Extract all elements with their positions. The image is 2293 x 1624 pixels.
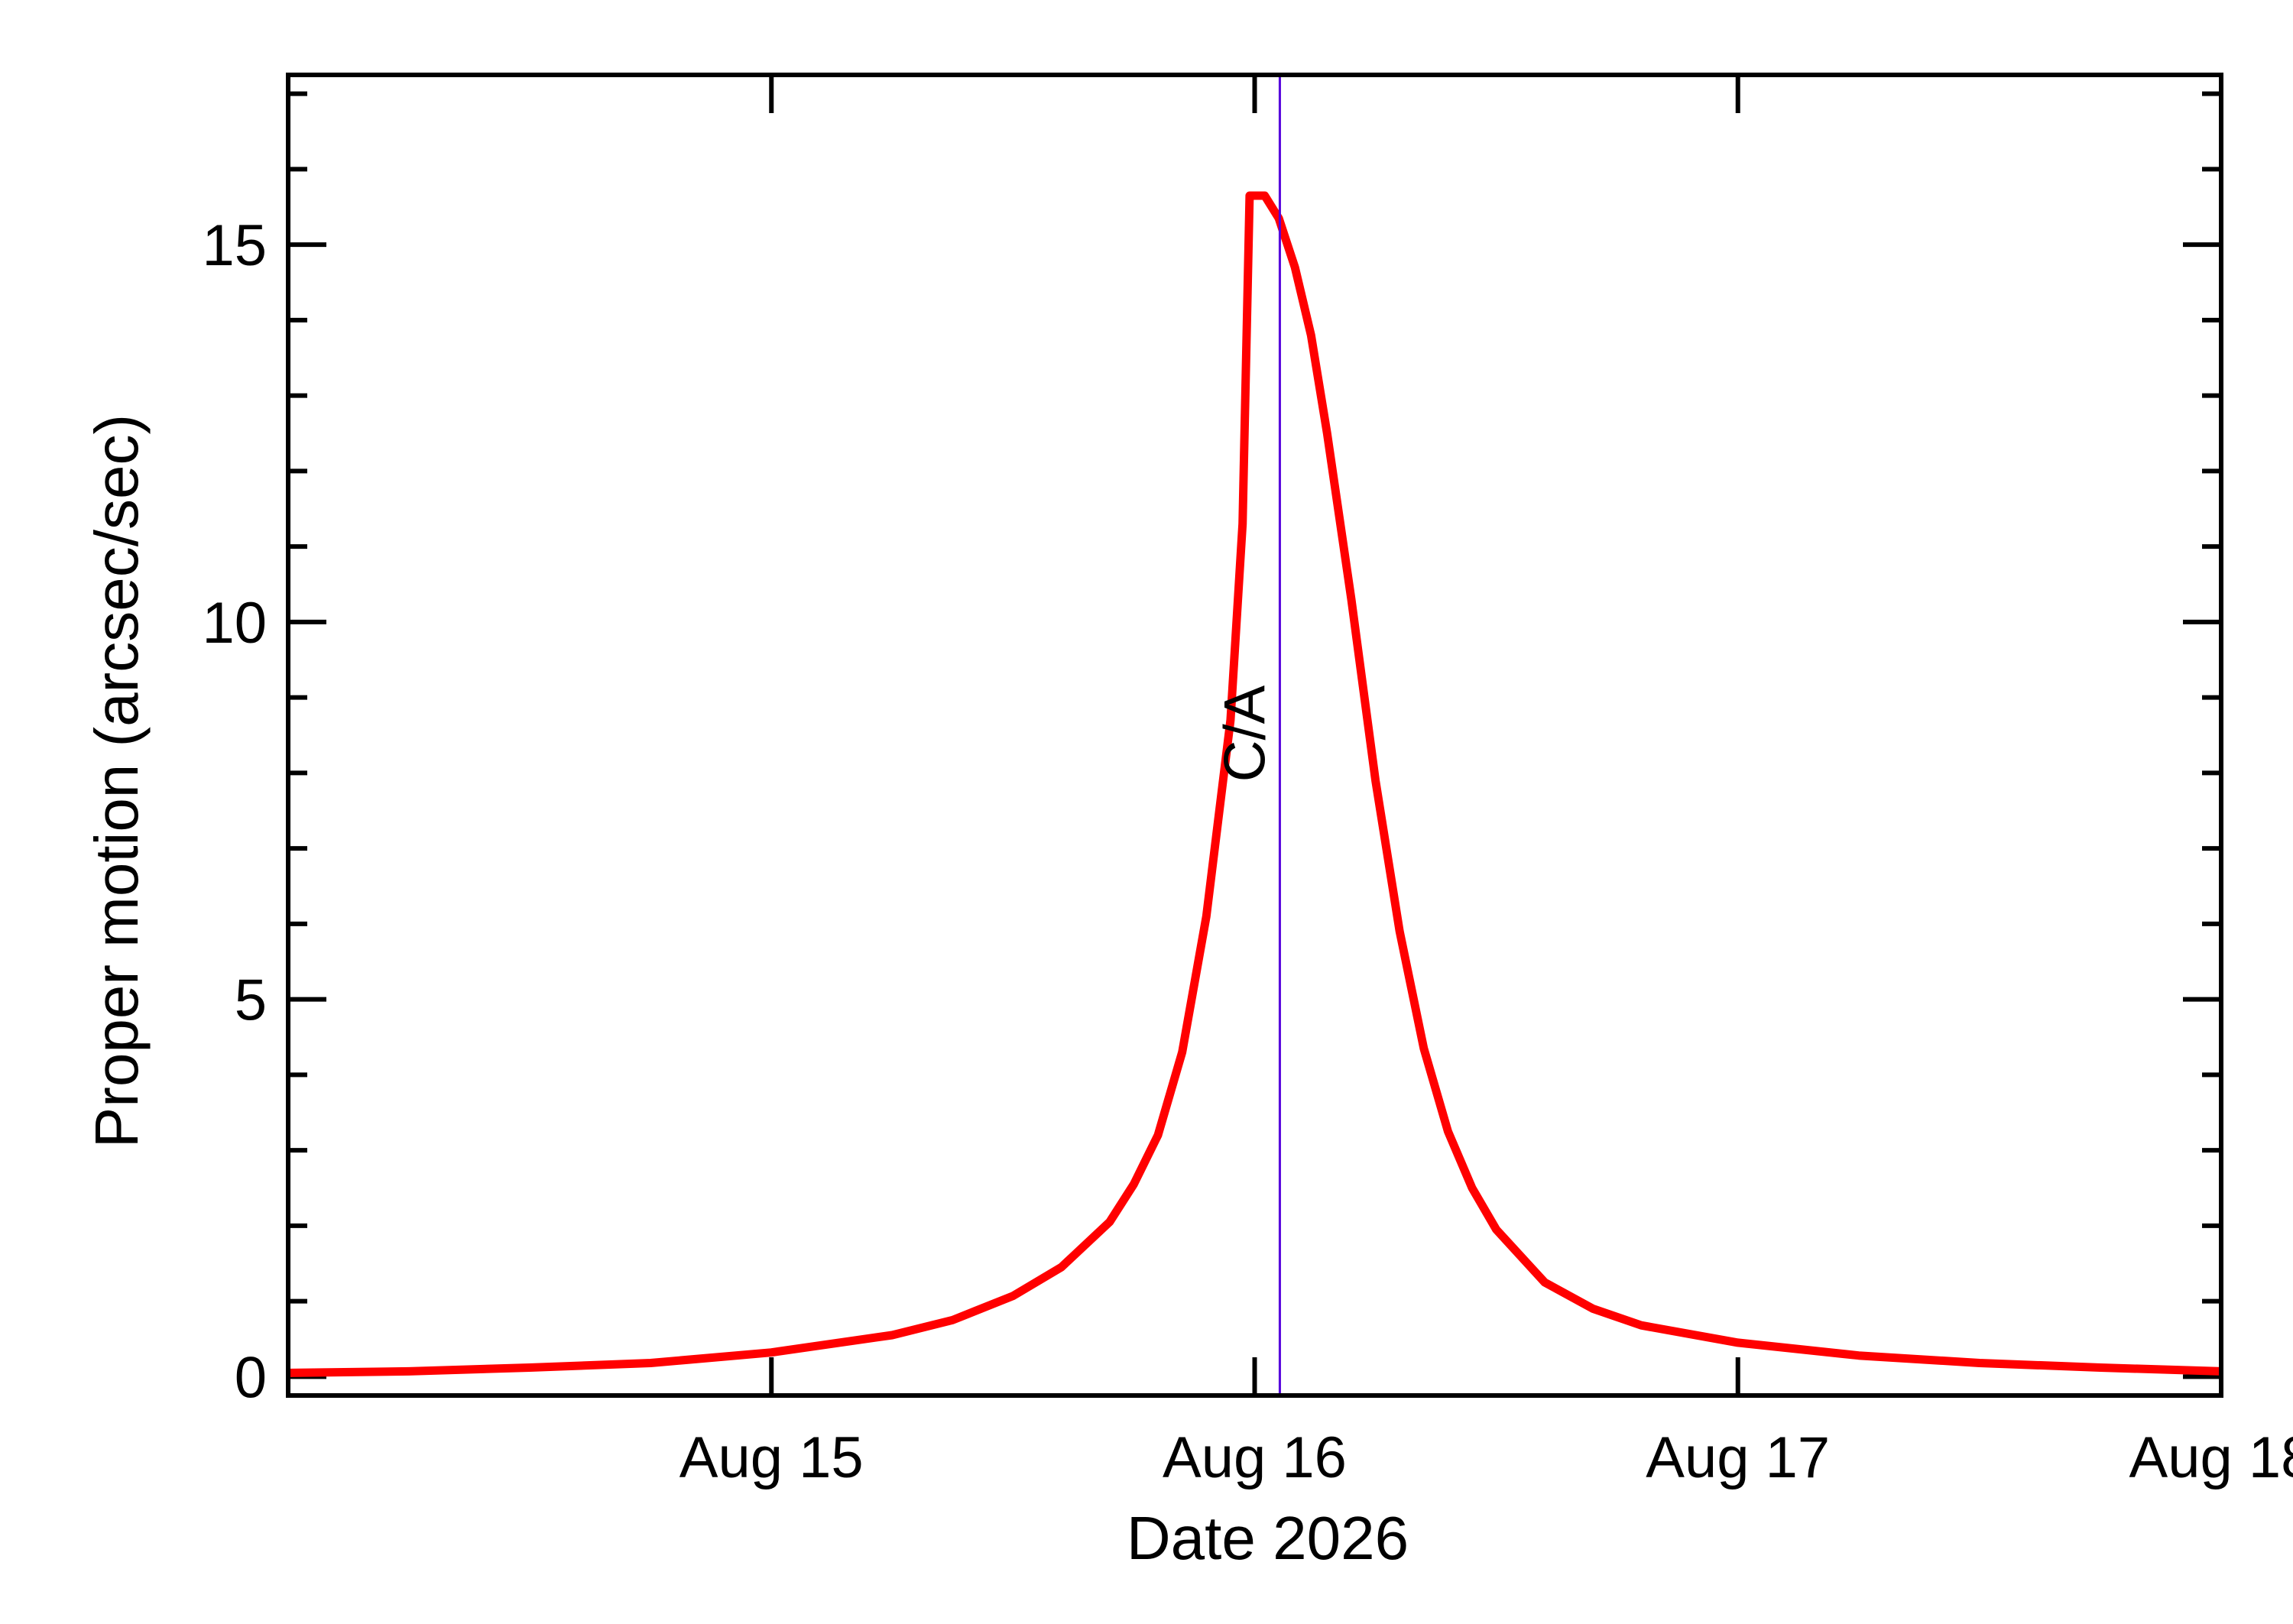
proper-motion-series-line xyxy=(287,191,2222,1377)
y-tick-labels: 0 5 10 15 xyxy=(202,213,267,1410)
annotation-layer: C/A xyxy=(1212,75,1281,1395)
y-axis-label: Proper motion (arcsec/sec) xyxy=(83,414,151,1148)
y-tick-label: 15 xyxy=(202,213,267,278)
x-tick-label: Aug 18 xyxy=(2129,1425,2293,1490)
plot-frame xyxy=(286,73,2223,1398)
y-tick-label: 0 xyxy=(235,1345,267,1410)
closest-approach-label: C/A xyxy=(1212,685,1277,782)
y-tick-label: 10 xyxy=(202,591,267,656)
axis-ticks xyxy=(288,75,2223,1395)
series-layer xyxy=(287,191,2222,1377)
x-axis-label: Date 2026 xyxy=(1127,1504,1409,1572)
y-tick-label: 5 xyxy=(235,968,267,1033)
x-tick-label: Aug 17 xyxy=(1646,1425,1830,1490)
x-tick-label: Aug 15 xyxy=(679,1425,864,1490)
x-tick-labels: Aug 15 Aug 16 Aug 17 Aug 18 xyxy=(679,1425,2293,1490)
x-tick-label: Aug 16 xyxy=(1163,1425,1347,1490)
